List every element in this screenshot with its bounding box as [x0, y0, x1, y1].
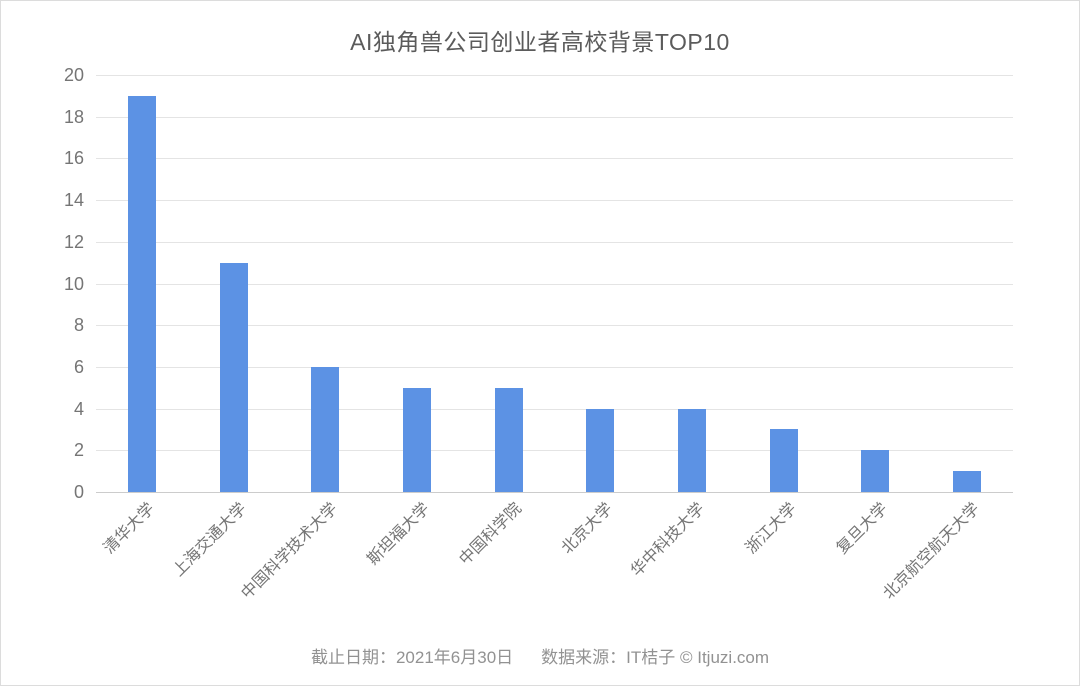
gridline — [96, 325, 1013, 327]
gridline — [96, 408, 1013, 410]
y-axis-tick-label: 18 — [63, 106, 84, 127]
gridline — [96, 241, 1013, 243]
y-axis-tick-label: 14 — [63, 190, 84, 211]
footer-cutoff-date: 截止日期：2021年6月30日 — [310, 648, 514, 667]
y-axis-tick-label: 16 — [63, 148, 84, 169]
bar — [402, 387, 431, 492]
gridline — [96, 116, 1013, 118]
gridline — [96, 158, 1013, 160]
gridline — [96, 450, 1013, 452]
chart-title: AI独角兽公司创业者高校背景TOP10 — [350, 29, 730, 55]
bar — [586, 408, 615, 492]
bar — [494, 387, 523, 492]
x-axis-line — [96, 492, 1013, 493]
gridline — [96, 366, 1013, 368]
y-axis-tick-label: 20 — [63, 65, 84, 85]
bar — [861, 450, 890, 492]
footer-data-source: 数据来源：IT桔子 © Itjuzi.com — [541, 648, 770, 667]
chart-footer: 截止日期：2021年6月30日 数据来源：IT桔子 © Itjuzi.com — [1, 643, 1079, 668]
bar — [678, 408, 707, 492]
bar — [219, 262, 248, 492]
y-axis-tick-label: 2 — [73, 440, 84, 461]
y-axis-tick-label: 12 — [63, 231, 84, 252]
gridline — [96, 200, 1013, 202]
gridline — [96, 75, 1013, 76]
y-axis-tick-label: 8 — [73, 315, 84, 336]
y-axis-tick-label: 6 — [73, 356, 84, 377]
y-axis-tick-label: 4 — [73, 398, 84, 419]
bar — [311, 366, 340, 492]
gridline — [96, 283, 1013, 285]
bar — [127, 95, 156, 492]
bar — [769, 429, 798, 492]
bar — [953, 471, 982, 492]
y-axis-tick-label: 0 — [73, 482, 84, 502]
y-axis-tick-label: 10 — [63, 273, 84, 294]
